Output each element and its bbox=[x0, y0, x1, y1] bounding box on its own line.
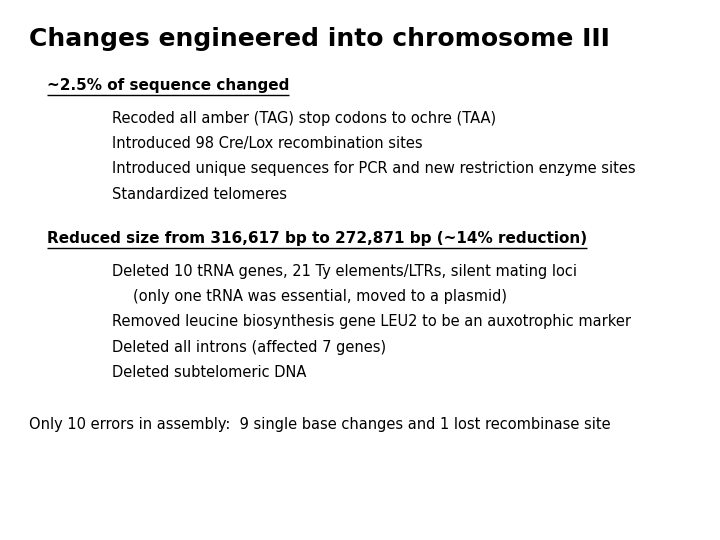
Text: (only one tRNA was essential, moved to a plasmid): (only one tRNA was essential, moved to a… bbox=[133, 289, 507, 304]
Text: Reduced size from 316,617 bp to 272,871 bp (~14% reduction): Reduced size from 316,617 bp to 272,871 … bbox=[47, 231, 587, 246]
Text: Removed leucine biosynthesis gene LEU2 to be an auxotrophic marker: Removed leucine biosynthesis gene LEU2 t… bbox=[112, 314, 631, 329]
Text: Introduced 98 Cre/Lox recombination sites: Introduced 98 Cre/Lox recombination site… bbox=[112, 136, 422, 151]
Text: Deleted 10 tRNA genes, 21 Ty elements/LTRs, silent mating loci: Deleted 10 tRNA genes, 21 Ty elements/LT… bbox=[112, 264, 577, 279]
Text: Changes engineered into chromosome III: Changes engineered into chromosome III bbox=[29, 27, 610, 51]
Text: Deleted all introns (affected 7 genes): Deleted all introns (affected 7 genes) bbox=[112, 340, 386, 355]
Text: Only 10 errors in assembly:  9 single base changes and 1 lost recombinase site: Only 10 errors in assembly: 9 single bas… bbox=[29, 417, 611, 432]
Text: Standardized telomeres: Standardized telomeres bbox=[112, 187, 287, 202]
Text: ~2.5% of sequence changed: ~2.5% of sequence changed bbox=[47, 78, 289, 93]
Text: Introduced unique sequences for PCR and new restriction enzyme sites: Introduced unique sequences for PCR and … bbox=[112, 161, 635, 177]
Text: Deleted subtelomeric DNA: Deleted subtelomeric DNA bbox=[112, 365, 306, 380]
Text: Recoded all amber (TAG) stop codons to ochre (TAA): Recoded all amber (TAG) stop codons to o… bbox=[112, 111, 496, 126]
